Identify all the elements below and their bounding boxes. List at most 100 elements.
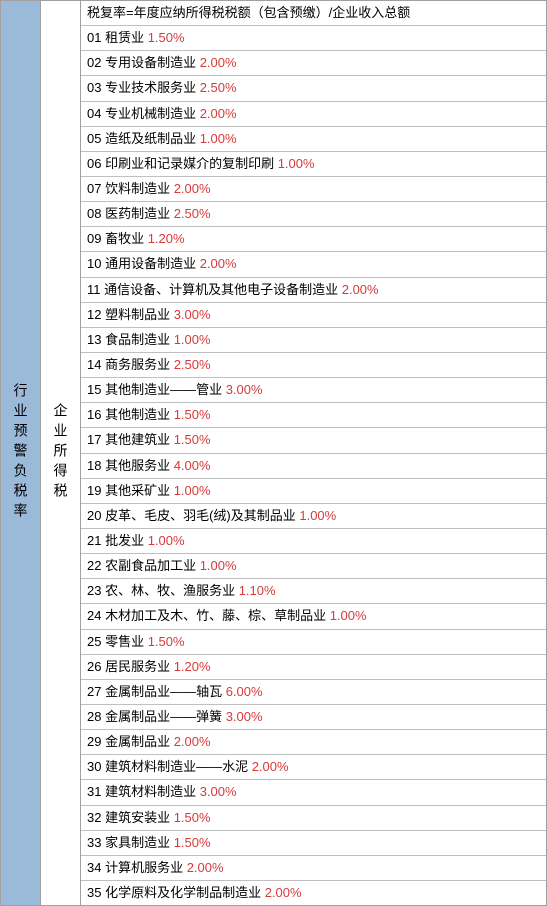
tax-rate-percent: 1.10% — [239, 583, 276, 598]
tax-rate-percent: 4.00% — [174, 458, 211, 473]
row-number: 15 — [87, 382, 105, 397]
tax-rate-percent: 1.50% — [148, 634, 185, 649]
table-row: 12 塑料制品业 3.00% — [81, 303, 546, 328]
row-number: 26 — [87, 659, 105, 674]
industry-label: 建筑安装业 — [105, 810, 174, 825]
industry-label: 其他服务业 — [105, 458, 174, 473]
tax-rate-percent: 3.00% — [174, 307, 211, 322]
tax-rate-table: 行业预警负税率 企业所得税 税复率=年度应纳所得税税额（包含预缴）/企业收入总额… — [0, 0, 547, 906]
table-row: 29 金属制品业 2.00% — [81, 730, 546, 755]
tax-rate-percent: 3.00% — [200, 784, 237, 799]
tax-rate-percent: 1.00% — [330, 608, 367, 623]
tax-rate-percent: 2.00% — [174, 734, 211, 749]
industry-label: 租赁业 — [105, 30, 148, 45]
data-column: 税复率=年度应纳所得税税额（包含预缴）/企业收入总额 01 租赁业 1.50%0… — [81, 1, 546, 905]
row-number: 29 — [87, 734, 105, 749]
table-row: 21 批发业 1.00% — [81, 529, 546, 554]
row-number: 23 — [87, 583, 105, 598]
tax-rate-percent: 2.00% — [174, 181, 211, 196]
row-number: 35 — [87, 885, 105, 900]
industry-label: 居民服务业 — [105, 659, 174, 674]
row-number: 18 — [87, 458, 105, 473]
table-row: 31 建筑材料制造业 3.00% — [81, 780, 546, 805]
table-row: 20 皮革、毛皮、羽毛(绒)及其制品业 1.00% — [81, 504, 546, 529]
row-number: 02 — [87, 55, 105, 70]
tax-rate-percent: 1.00% — [174, 332, 211, 347]
tax-rate-percent: 1.50% — [174, 432, 211, 447]
row-number: 22 — [87, 558, 105, 573]
table-row: 25 零售业 1.50% — [81, 630, 546, 655]
category-column: 行业预警负税率 — [1, 1, 41, 905]
table-row: 01 租赁业 1.50% — [81, 26, 546, 51]
industry-label: 建筑材料制造业——水泥 — [105, 759, 252, 774]
row-number: 12 — [87, 307, 105, 322]
industry-label: 畜牧业 — [105, 231, 148, 246]
row-number: 30 — [87, 759, 105, 774]
tax-rate-percent: 1.50% — [174, 407, 211, 422]
table-row: 06 印刷业和记录媒介的复制印刷 1.00% — [81, 152, 546, 177]
row-number: 01 — [87, 30, 105, 45]
tax-rate-percent: 1.20% — [148, 231, 185, 246]
tax-rate-percent: 1.00% — [299, 508, 336, 523]
row-number: 04 — [87, 106, 105, 121]
row-number: 27 — [87, 684, 105, 699]
table-row: 07 饮料制造业 2.00% — [81, 177, 546, 202]
tax-rate-percent: 2.00% — [342, 282, 379, 297]
industry-label: 金属制品业——弹簧 — [105, 709, 226, 724]
industry-label: 专业机械制造业 — [105, 106, 200, 121]
row-number: 10 — [87, 256, 105, 271]
tax-rate-percent: 2.00% — [252, 759, 289, 774]
table-row: 13 食品制造业 1.00% — [81, 328, 546, 353]
table-row: 15 其他制造业——管业 3.00% — [81, 378, 546, 403]
table-row: 19 其他采矿业 1.00% — [81, 479, 546, 504]
table-row: 35 化学原料及化学制品制造业 2.00% — [81, 881, 546, 905]
table-row: 03 专业技术服务业 2.50% — [81, 76, 546, 101]
industry-label: 印刷业和记录媒介的复制印刷 — [105, 156, 278, 171]
tax-rate-percent: 2.50% — [200, 80, 237, 95]
formula-text: 税复率=年度应纳所得税税额（包含预缴）/企业收入总额 — [87, 5, 410, 20]
tax-rate-percent: 1.00% — [278, 156, 315, 171]
table-row: 23 农、林、牧、渔服务业 1.10% — [81, 579, 546, 604]
industry-label: 通信设备、计算机及其他电子设备制造业 — [104, 282, 342, 297]
tax-rate-percent: 1.50% — [174, 810, 211, 825]
table-row: 05 造纸及纸制品业 1.00% — [81, 127, 546, 152]
industry-label: 建筑材料制造业 — [105, 784, 200, 799]
tax-rate-percent: 2.50% — [174, 357, 211, 372]
tax-rate-percent: 2.50% — [174, 206, 211, 221]
tax-rate-percent: 1.20% — [174, 659, 211, 674]
row-number: 24 — [87, 608, 105, 623]
table-row: 27 金属制品业——轴瓦 6.00% — [81, 680, 546, 705]
tax-rate-percent: 2.00% — [200, 55, 237, 70]
table-row: 22 农副食品加工业 1.00% — [81, 554, 546, 579]
table-row: 26 居民服务业 1.20% — [81, 655, 546, 680]
tax-rate-percent: 3.00% — [226, 382, 263, 397]
industry-label: 农副食品加工业 — [105, 558, 200, 573]
row-number: 14 — [87, 357, 105, 372]
row-number: 25 — [87, 634, 105, 649]
industry-label: 零售业 — [105, 634, 148, 649]
tax-rate-percent: 3.00% — [226, 709, 263, 724]
row-number: 34 — [87, 860, 105, 875]
tax-rate-percent: 2.00% — [265, 885, 302, 900]
table-row: 34 计算机服务业 2.00% — [81, 856, 546, 881]
table-row: 16 其他制造业 1.50% — [81, 403, 546, 428]
industry-label: 其他制造业 — [105, 407, 174, 422]
industry-label: 批发业 — [105, 533, 148, 548]
row-number: 03 — [87, 80, 105, 95]
table-row: 10 通用设备制造业 2.00% — [81, 252, 546, 277]
row-number: 20 — [87, 508, 105, 523]
rows-container: 01 租赁业 1.50%02 专用设备制造业 2.00%03 专业技术服务业 2… — [81, 26, 546, 905]
row-number: 11 — [87, 282, 104, 297]
industry-label: 其他建筑业 — [105, 432, 174, 447]
table-row: 33 家具制造业 1.50% — [81, 831, 546, 856]
industry-label: 木材加工及木、竹、藤、棕、草制品业 — [105, 608, 330, 623]
tax-type-column: 企业所得税 — [41, 1, 81, 905]
row-number: 28 — [87, 709, 105, 724]
table-row: 17 其他建筑业 1.50% — [81, 428, 546, 453]
table-row: 24 木材加工及木、竹、藤、棕、草制品业 1.00% — [81, 604, 546, 629]
row-number: 31 — [87, 784, 105, 799]
industry-label: 通用设备制造业 — [105, 256, 200, 271]
table-row: 09 畜牧业 1.20% — [81, 227, 546, 252]
row-number: 09 — [87, 231, 105, 246]
tax-rate-percent: 2.00% — [187, 860, 224, 875]
